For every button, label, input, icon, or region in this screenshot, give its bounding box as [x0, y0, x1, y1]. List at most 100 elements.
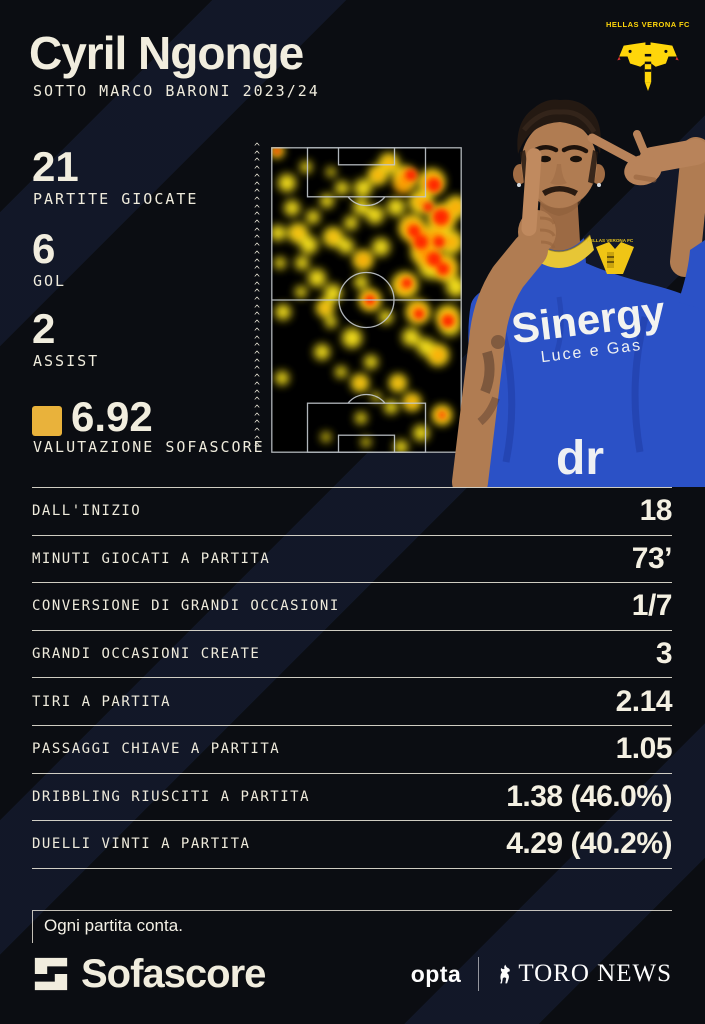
heat-point — [433, 236, 445, 248]
heat-point — [274, 257, 286, 269]
heat-point — [274, 148, 280, 154]
heat-point — [357, 254, 369, 266]
heat-point — [373, 170, 383, 180]
heat-point — [326, 167, 336, 177]
heat-point — [402, 328, 420, 346]
toro-news-logo: TORO NEWS — [496, 960, 672, 988]
heat-point — [427, 252, 441, 266]
heat-point — [379, 310, 393, 324]
sofascore-logo: Sofascore — [32, 951, 266, 997]
heat-point — [338, 238, 354, 254]
heat-point — [335, 366, 347, 378]
sofascore-wordmark: Sofascore — [81, 951, 266, 996]
tagline-text: Ogni partita conta. — [32, 911, 672, 943]
heat-point — [437, 263, 449, 275]
heat-point — [445, 236, 457, 248]
stat-goals-value: 6 — [32, 225, 56, 272]
table-row: DALL'INIZIO 18 — [32, 487, 673, 535]
heat-point — [354, 179, 372, 197]
table-row-label: CONVERSIONE DI GRANDI OCCASIONI — [32, 598, 340, 615]
stat-assists-label: ASSIST — [33, 352, 100, 370]
heat-point — [394, 440, 408, 453]
table-row-label: MINUTI GIOCATI A PARTITA — [32, 550, 271, 567]
table-row-label: PASSAGGI CHIAVE A PARTITA — [32, 741, 281, 758]
player-photo: HELLAS VERONA FC Sinergy Luce e Gas dr — [452, 99, 705, 487]
jersey-sponsor-secondary: dr — [556, 432, 604, 485]
heat-point — [284, 200, 300, 216]
table-row: DUELLI VINTI A PARTITA 4.29 (40.2%) — [32, 820, 672, 868]
heat-point — [423, 202, 433, 212]
pitch-lines — [271, 147, 462, 453]
heat-point — [387, 198, 405, 216]
heat-point — [372, 238, 390, 256]
heat-point — [295, 286, 307, 298]
heat-point — [355, 412, 367, 424]
club-logo: HELLAS VERONA FC — [598, 20, 698, 109]
heat-point — [446, 277, 462, 297]
heat-point — [433, 209, 449, 225]
heat-point — [407, 397, 417, 407]
bull-icon — [500, 964, 511, 984]
heat-point — [314, 344, 330, 360]
heat-point — [364, 355, 378, 369]
heat-point — [344, 216, 358, 230]
heat-layer-high — [274, 148, 454, 418]
table-row-value: 1.05 — [615, 732, 673, 766]
heat-point — [324, 284, 342, 302]
player-head — [513, 99, 605, 216]
table-row: MINUTI GIOCATI A PARTITA 73’ — [32, 534, 673, 583]
stat-goals-label: GOL — [33, 272, 67, 290]
heat-point — [413, 425, 429, 441]
heat-point — [300, 161, 312, 173]
table-row-value: 2.14 — [615, 684, 673, 718]
heat-point — [408, 225, 420, 237]
heat-point — [308, 269, 326, 287]
heat-point — [335, 181, 349, 195]
jersey — [464, 238, 705, 487]
stats-table: DALL'INIZIO 18 MINUTI GIOCATI A PARTITA … — [32, 487, 673, 869]
shush-arm — [452, 148, 556, 487]
table-row-value: 1/7 — [631, 589, 673, 623]
toro-news-wordmark: TORO NEWS — [518, 960, 672, 987]
table-row: TIRI A PARTITA 2.14 — [32, 677, 673, 725]
heat-point — [414, 235, 428, 249]
table-row-label: DUELLI VINTI A PARTITA — [32, 836, 251, 853]
heat-point — [329, 233, 337, 241]
heat-point — [442, 315, 454, 327]
table-row-value: 18 — [639, 494, 673, 528]
heat-point — [414, 309, 424, 319]
table-row-label: TIRI A PARTITA — [32, 693, 172, 710]
heat-point — [427, 178, 441, 192]
stat-matches-label: PARTITE GIOCATE — [33, 190, 199, 208]
table-row-value: 1.38 (46.0%) — [506, 779, 672, 813]
rating-row: 6.92 — [32, 396, 153, 438]
rating-color-chip — [32, 406, 62, 436]
heat-point — [271, 225, 286, 241]
table-row-label: DRIBBLING RIUSCITI A PARTITA — [32, 788, 311, 805]
table-row: PASSAGGI CHIAVE A PARTITA 1.05 — [32, 724, 673, 773]
stat-assists-value: 2 — [32, 305, 56, 352]
heat-point — [356, 379, 364, 387]
opta-logo: opta — [410, 960, 462, 987]
table-row-value: 73’ — [631, 541, 673, 575]
heat-point — [321, 304, 329, 312]
table-row: CONVERSIONE DI GRANDI OCCASIONI 1/7 — [32, 582, 673, 630]
page-title: Cyril Ngonge — [29, 27, 304, 79]
heat-point — [300, 236, 318, 254]
heat-point — [394, 379, 402, 387]
club-name-label: HELLAS VERONA FC — [606, 20, 690, 29]
club-crest-icon — [617, 42, 679, 92]
heat-point — [402, 278, 412, 288]
heat-point — [278, 174, 296, 192]
heat-point — [450, 201, 462, 213]
heat-point — [439, 412, 445, 418]
page-subtitle: SOTTO MARCO BARONI 2023/24 — [33, 82, 320, 100]
jersey-crest-icon — [596, 242, 634, 274]
heat-point — [354, 275, 368, 289]
jersey-crest-label: HELLAS VERONA FC — [587, 238, 634, 243]
shush-finger — [521, 148, 542, 236]
partner-logos: opta TORO NEWS — [411, 957, 672, 991]
divider — [478, 957, 480, 991]
heat-point — [275, 371, 289, 385]
